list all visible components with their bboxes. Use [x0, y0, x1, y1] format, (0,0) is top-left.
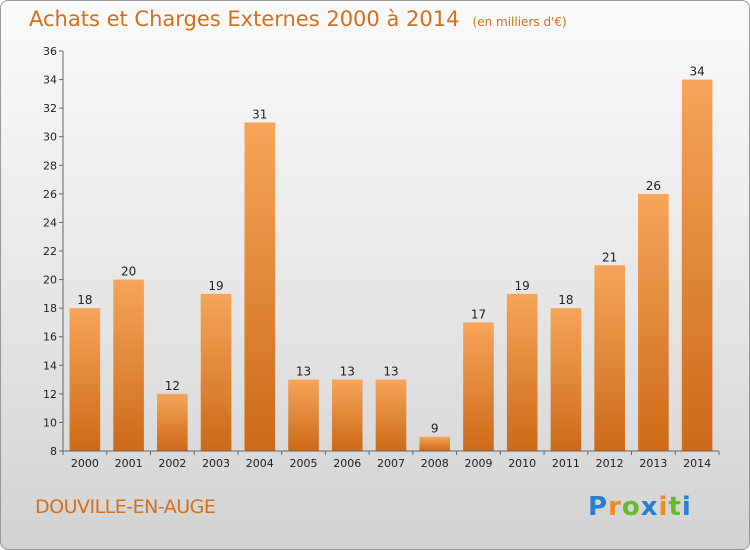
- bar-2009: [463, 322, 494, 451]
- x-tick-label: 2000: [71, 457, 99, 470]
- svg-text:Proxiti: Proxiti: [588, 492, 692, 522]
- chart-title: Achats et Charges Externes 2000 à 2014 (…: [29, 7, 567, 31]
- bar-2008: [419, 436, 451, 451]
- x-tick-label: 2011: [552, 457, 580, 470]
- bar-value-label: 13: [296, 365, 311, 379]
- bar-value-label: 12: [165, 379, 180, 393]
- bar-value-label: 9: [431, 422, 439, 436]
- x-tick-label: 2007: [377, 457, 405, 470]
- bar-value-label: 21: [602, 250, 617, 264]
- bar-2005: [288, 379, 319, 451]
- y-tick-label: 34: [43, 74, 57, 87]
- proxiti-logo: Proxiti: [588, 492, 692, 522]
- bar-value-label: 20: [121, 265, 136, 279]
- bar-2001: [113, 279, 144, 451]
- bar-2007: [375, 379, 407, 451]
- bar-2006: [331, 379, 363, 451]
- x-tick-label: 2009: [464, 457, 492, 470]
- bars: 18 20 12 19 31 13 13 13 9 17 19 18 21 26 34: [69, 65, 713, 452]
- bar-value-label: 34: [689, 65, 704, 79]
- y-tick-label: 12: [43, 388, 57, 401]
- y-tick-label: 32: [43, 102, 57, 115]
- bar-value-label: 19: [208, 279, 223, 293]
- bar-2010: [506, 293, 538, 451]
- y-tick-label: 20: [43, 274, 57, 287]
- y-tick-label: 26: [43, 188, 57, 201]
- bar-2013: [638, 193, 669, 451]
- x-tick-label: 2008: [421, 457, 449, 470]
- bar-value-label: 18: [77, 293, 92, 307]
- bar-value-label: 31: [252, 107, 267, 121]
- y-tick-label: 22: [43, 245, 57, 258]
- bar-2014: [681, 79, 713, 452]
- x-tick-label: 2006: [333, 457, 361, 470]
- y-tick-label: 24: [43, 216, 57, 229]
- bar-2000: [69, 308, 101, 451]
- x-tick-label: 2003: [202, 457, 230, 470]
- y-tick-label: 14: [43, 359, 57, 372]
- x-tick-label: 2010: [508, 457, 536, 470]
- bar-value-label: 13: [383, 365, 398, 379]
- x-tick-label: 2001: [115, 457, 143, 470]
- y-axis: 8 10 12 14 16 18 20 22 24 26 28 30 32 34 36: [43, 45, 64, 458]
- place-name: DOUVILLE-EN-AUGE: [35, 496, 216, 518]
- y-tick-label: 16: [43, 331, 57, 344]
- bar-2012: [594, 265, 625, 451]
- bar-2011: [550, 308, 582, 451]
- y-tick-label: 30: [43, 131, 57, 144]
- bar-2002: [157, 393, 188, 451]
- y-tick-label: 8: [50, 445, 57, 458]
- x-tick-label: 2005: [290, 457, 318, 470]
- x-tick-label: 2013: [639, 457, 667, 470]
- x-tick-label: 2012: [596, 457, 624, 470]
- bar-value-label: 13: [340, 365, 355, 379]
- bar-2004: [244, 122, 276, 451]
- y-tick-label: 28: [43, 159, 57, 172]
- chart-unit-text: (en milliers d'€): [472, 15, 567, 29]
- bar-value-label: 19: [515, 279, 530, 293]
- x-tick-label: 2004: [246, 457, 274, 470]
- x-axis: 2000 2001 2002 2003 2004 2005 2006 2007 2008 2009…: [62, 450, 720, 470]
- x-tick-label: 2002: [158, 457, 186, 470]
- bar-value-label: 26: [646, 179, 661, 193]
- x-tick-label: 2014: [683, 457, 711, 470]
- y-tick-label: 18: [43, 302, 57, 315]
- bar-2003: [200, 293, 232, 451]
- chart-title-text: Achats et Charges Externes 2000 à 2014: [29, 7, 460, 31]
- y-tick-label: 36: [43, 45, 57, 58]
- y-tick-label: 10: [43, 416, 57, 429]
- bar-value-label: 18: [558, 293, 573, 307]
- bar-value-label: 17: [471, 307, 486, 321]
